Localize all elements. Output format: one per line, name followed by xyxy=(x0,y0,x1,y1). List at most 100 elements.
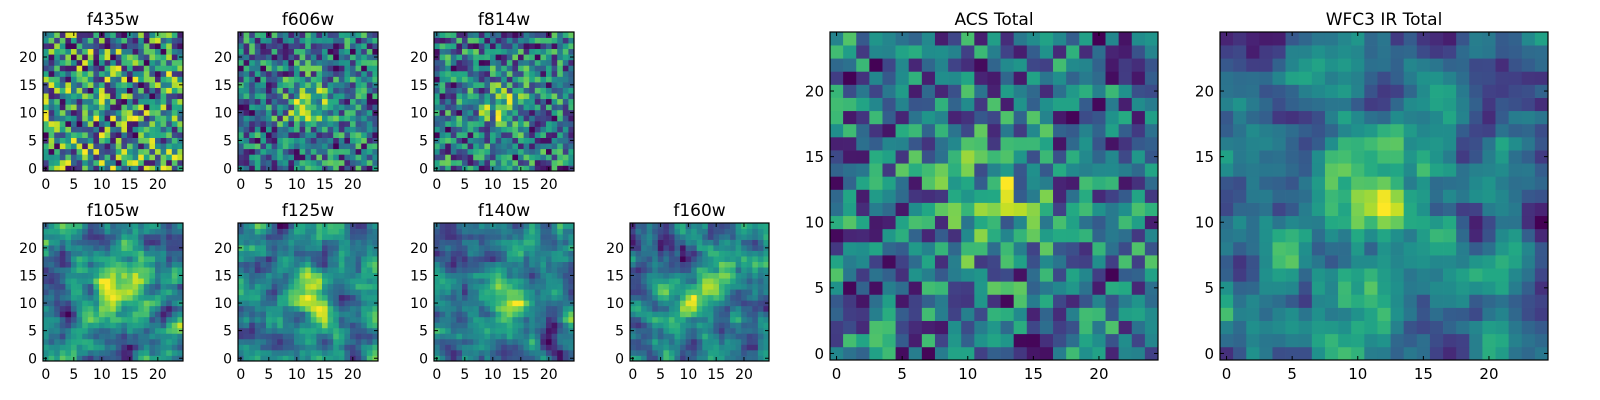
heatmap-cell xyxy=(1105,228,1119,243)
heatmap-cell xyxy=(501,132,508,138)
heatmap-cell xyxy=(260,109,267,116)
heatmap-cell xyxy=(282,32,289,38)
heatmap-cell xyxy=(138,37,145,44)
heatmap-cell xyxy=(456,283,463,290)
heatmap-cell xyxy=(1053,281,1067,295)
heatmap-cell xyxy=(1105,202,1119,217)
heatmap-cell xyxy=(478,234,485,240)
heatmap-cell xyxy=(439,272,446,279)
heatmap-cell xyxy=(702,256,709,262)
heatmap-cell xyxy=(93,267,100,274)
heatmap-cell xyxy=(646,256,653,262)
heatmap-cell xyxy=(82,104,89,111)
heatmap-cell xyxy=(177,132,184,138)
heatmap-cell xyxy=(1053,255,1067,269)
heatmap-cell xyxy=(518,245,524,251)
heatmap-cell xyxy=(663,349,670,356)
heatmap-cell xyxy=(316,43,323,50)
heatmap-cell xyxy=(127,98,133,105)
heatmap-cell xyxy=(674,338,681,345)
heatmap-cell xyxy=(882,307,896,321)
heatmap-cell xyxy=(138,87,145,94)
y-tick-label: 0 xyxy=(28,351,37,367)
heatmap-cell xyxy=(467,37,474,44)
heatmap-cell xyxy=(462,143,468,150)
heatmap-cell xyxy=(327,82,334,88)
heatmap-cell xyxy=(630,267,636,274)
heatmap-cell xyxy=(82,316,89,323)
heatmap-cell xyxy=(350,327,356,334)
heatmap-cell xyxy=(93,228,100,235)
heatmap-cell xyxy=(76,311,83,318)
heatmap-cell xyxy=(450,256,457,262)
heatmap-cell xyxy=(299,76,306,83)
heatmap-cell xyxy=(59,159,66,166)
heatmap-cell xyxy=(523,148,530,155)
heatmap-cell xyxy=(350,333,356,340)
heatmap-cell xyxy=(266,87,272,94)
heatmap-cell xyxy=(243,98,250,105)
heatmap-cell xyxy=(59,239,66,246)
heatmap-cell xyxy=(568,250,575,257)
heatmap-cell xyxy=(1000,333,1015,348)
heatmap-cell xyxy=(1013,150,1028,164)
heatmap-cell xyxy=(54,159,61,166)
x-tick-label: 5 xyxy=(264,177,273,193)
heatmap-cell xyxy=(110,234,117,240)
heatmap-cell xyxy=(757,311,764,318)
heatmap-cell xyxy=(657,228,664,235)
heatmap-cell xyxy=(1092,346,1106,361)
heatmap-cell xyxy=(243,43,250,50)
heatmap-cell xyxy=(171,143,178,150)
heatmap-cell xyxy=(288,311,295,318)
heatmap-cell xyxy=(1079,294,1093,308)
heatmap-cell xyxy=(110,48,117,55)
heatmap-cell xyxy=(299,143,306,150)
heatmap-cell xyxy=(155,294,161,301)
heatmap-cell xyxy=(462,132,468,138)
heatmap-cell xyxy=(48,234,55,240)
heatmap-cell xyxy=(344,305,351,312)
heatmap-cell xyxy=(856,150,870,164)
heatmap-cell xyxy=(713,283,720,290)
heatmap-cell xyxy=(310,338,317,345)
heatmap-cell xyxy=(495,228,502,235)
heatmap-cell xyxy=(512,311,519,318)
heatmap-cell xyxy=(562,245,569,251)
heatmap-cell xyxy=(138,355,145,362)
heatmap-cell xyxy=(434,322,440,329)
heatmap-cell xyxy=(48,93,55,100)
heatmap-cell xyxy=(462,250,468,257)
heatmap-cell xyxy=(1053,333,1067,348)
heatmap-cell xyxy=(657,234,664,240)
heatmap-cell xyxy=(132,223,139,229)
heatmap-cell xyxy=(104,272,111,279)
heatmap-cell xyxy=(546,234,552,240)
heatmap-cell xyxy=(243,93,250,100)
heatmap-cell xyxy=(1039,228,1054,243)
heatmap-cell xyxy=(523,93,530,100)
heatmap-cell xyxy=(529,48,536,55)
heatmap-cell xyxy=(54,294,61,301)
heatmap-cell xyxy=(76,109,83,116)
heatmap-cell xyxy=(143,59,150,66)
heatmap-cell xyxy=(166,327,173,334)
heatmap-cell xyxy=(87,32,94,38)
heatmap-cell xyxy=(730,223,736,229)
heatmap-cell xyxy=(506,272,513,279)
heatmap-cell xyxy=(82,311,89,318)
heatmap-cell xyxy=(713,239,720,246)
heatmap-cell xyxy=(707,349,714,356)
heatmap-cell xyxy=(439,120,446,127)
heatmap-cell xyxy=(366,115,373,122)
heatmap-cell xyxy=(65,165,72,172)
heatmap-cell xyxy=(249,48,256,55)
heatmap-cell xyxy=(155,65,161,72)
heatmap-cell xyxy=(316,228,323,235)
heatmap-cell xyxy=(562,333,569,340)
heatmap-cell xyxy=(305,120,312,127)
heatmap-cell xyxy=(718,223,725,229)
heatmap-cell xyxy=(104,344,111,351)
